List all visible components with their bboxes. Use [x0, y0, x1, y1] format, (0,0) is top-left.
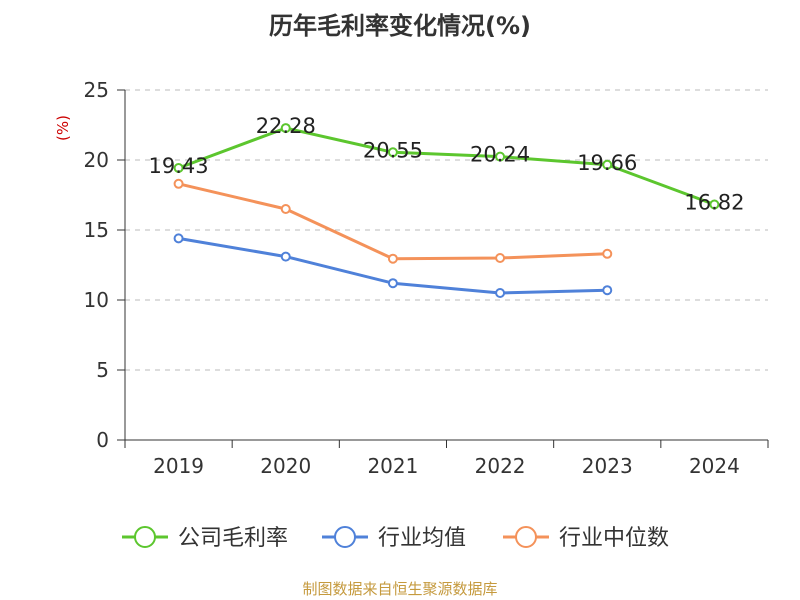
data-point	[280, 251, 291, 262]
data-point	[602, 285, 613, 296]
data-point	[387, 147, 398, 158]
y-tick-label: 15	[84, 218, 109, 242]
series-2	[173, 178, 613, 264]
data-point	[173, 162, 184, 173]
legend-marker	[334, 526, 356, 548]
data-label: 19.43	[149, 154, 209, 178]
legend-label: 行业均值	[378, 526, 466, 551]
data-point	[280, 123, 291, 134]
series-line	[178, 182, 608, 261]
y-tick-label: 25	[84, 78, 109, 102]
data-point	[602, 248, 613, 259]
x-tick-label: 2019	[153, 454, 204, 478]
data-point	[173, 233, 184, 244]
data-point	[173, 178, 184, 189]
data-point	[602, 159, 613, 170]
x-tick-label: 2022	[475, 454, 526, 478]
data-point	[495, 253, 506, 263]
data-label: 20.55	[363, 138, 423, 162]
legend-item-0: 公司毛利率	[122, 526, 288, 551]
legend-label: 公司毛利率	[178, 526, 288, 551]
legend-item-1: 行业均值	[322, 526, 466, 551]
data-label: 22.28	[256, 114, 316, 138]
data-point	[387, 278, 398, 289]
y-axis-unit-label: (%)	[54, 115, 72, 141]
x-tick-label: 2021	[367, 454, 418, 478]
data-label: 19.66	[577, 151, 637, 175]
series-line	[178, 126, 715, 206]
y-tick-label: 5	[96, 358, 109, 382]
data-point	[280, 204, 291, 214]
legend-marker	[515, 526, 537, 548]
series-1	[173, 233, 613, 298]
y-tick-label: 10	[84, 288, 109, 312]
legend-marker	[134, 526, 156, 548]
y-tick-label: 0	[96, 428, 109, 452]
data-point	[387, 253, 398, 264]
x-tick-label: 2020	[260, 454, 311, 478]
y-tick-label: 20	[84, 148, 109, 172]
legend-label: 行业中位数	[559, 526, 669, 551]
data-source-note: 制图数据来自恒生聚源数据库	[302, 580, 498, 598]
data-label: 20.24	[470, 143, 530, 167]
data-point	[495, 288, 506, 298]
series-0: 19.43 22.28 20.55 20.24 19.66 16.82	[149, 114, 745, 214]
data-point	[709, 199, 720, 210]
data-label: 16.82	[684, 191, 744, 215]
legend-item-2: 行业中位数	[503, 526, 669, 551]
x-tick-label: 2023	[582, 454, 633, 478]
x-tick-label: 2024	[689, 454, 740, 478]
data-point	[495, 151, 506, 162]
chart-title: 历年毛利率变化情况(%)	[269, 12, 531, 40]
